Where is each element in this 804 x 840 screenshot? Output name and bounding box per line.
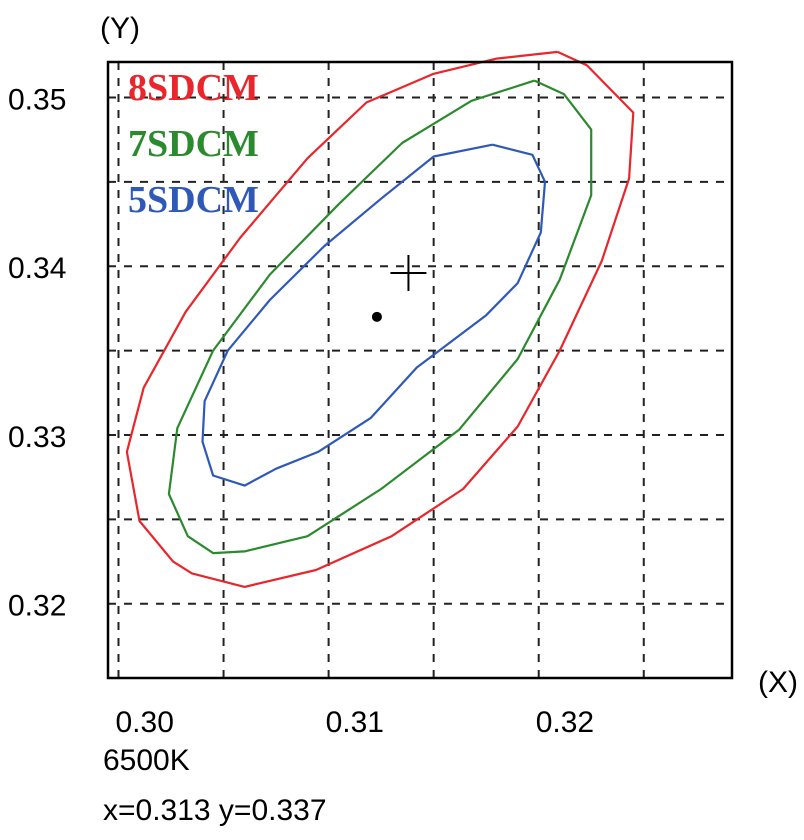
series-curves: [125, 50, 635, 589]
series-curve-5sdcm: [201, 143, 547, 487]
x-axis-label: (X): [758, 666, 798, 699]
y-tick-label: 0.33: [8, 421, 66, 454]
plot-frame: [106, 60, 734, 680]
reference-cross-marker: [390, 254, 427, 291]
tick-labels: 0.30 0.31 0.32 0.35 0.34 0.33 0.32: [8, 83, 594, 739]
y-tick-label: 0.32: [8, 590, 66, 623]
series-curve-8sdcm: [125, 50, 635, 589]
y-tick-label: 0.34: [8, 252, 66, 285]
legend: 8SDCM 7SDCM 5SDCM: [128, 67, 259, 221]
legend-entry-5sdcm: 5SDCM: [128, 179, 259, 221]
grid-lines: [108, 62, 732, 678]
x-tick-label: 0.32: [536, 706, 594, 739]
y-axis-label: (Y): [100, 12, 140, 45]
y-tick-label: 0.35: [8, 83, 66, 116]
marker-points: [371, 254, 427, 322]
x-tick-label: 0.31: [326, 706, 384, 739]
x-tick-label: 0.30: [116, 706, 174, 739]
center-coordinates-label: x=0.313 y=0.337: [103, 794, 327, 827]
data-point-dot: [371, 311, 382, 322]
color-temperature-label: 6500K: [103, 744, 190, 777]
legend-entry-7sdcm: 7SDCM: [128, 123, 259, 165]
series-curve-7sdcm: [167, 79, 593, 555]
legend-entry-8sdcm: 8SDCM: [128, 67, 259, 109]
